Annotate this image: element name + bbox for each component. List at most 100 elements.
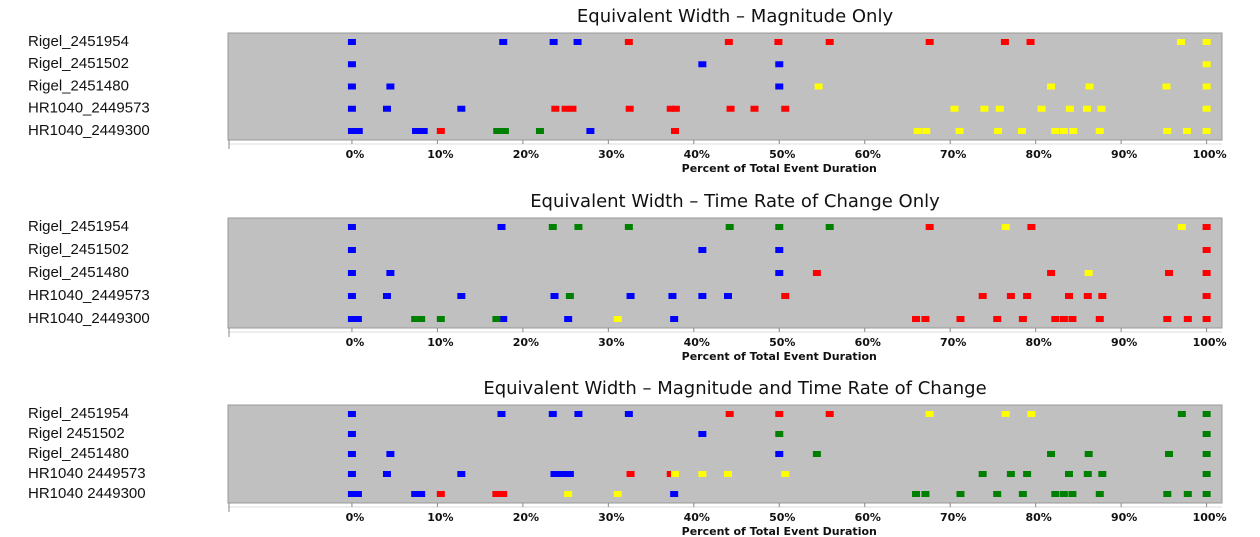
event-marker bbox=[347, 39, 356, 45]
event-marker bbox=[347, 83, 356, 90]
x-tick-label: 0% bbox=[346, 511, 365, 524]
event-marker bbox=[626, 471, 635, 477]
event-marker bbox=[1068, 316, 1077, 322]
x-tick-label: 10% bbox=[427, 511, 453, 524]
event-marker bbox=[978, 471, 987, 477]
x-axis-title: Percent of Total Event Duration bbox=[682, 525, 877, 537]
x-tick-label: 20% bbox=[513, 511, 539, 524]
event-marker bbox=[1047, 83, 1056, 90]
row-label: Rigel 2451502 bbox=[28, 425, 125, 442]
event-marker bbox=[912, 491, 921, 497]
event-marker bbox=[548, 411, 557, 417]
event-marker bbox=[825, 224, 834, 230]
row-label: Rigel_2451502 bbox=[28, 55, 129, 72]
event-marker bbox=[1065, 471, 1074, 477]
x-tick-label: 50% bbox=[769, 511, 795, 524]
event-marker bbox=[558, 471, 567, 477]
event-marker bbox=[457, 105, 466, 112]
x-tick-label: 10% bbox=[427, 148, 453, 161]
event-marker bbox=[492, 316, 501, 322]
event-marker bbox=[1183, 491, 1192, 497]
event-marker bbox=[411, 491, 420, 497]
event-marker bbox=[775, 451, 784, 457]
x-tick-label: 20% bbox=[513, 336, 539, 349]
row-label: HR1040_2449573 bbox=[28, 287, 150, 304]
event-marker bbox=[354, 128, 363, 134]
event-marker bbox=[500, 128, 509, 134]
event-marker bbox=[347, 270, 356, 276]
event-marker bbox=[347, 471, 356, 477]
event-marker bbox=[1001, 224, 1010, 230]
event-marker bbox=[1202, 270, 1211, 276]
row-label: Rigel_2451480 bbox=[28, 77, 129, 94]
event-marker bbox=[548, 224, 557, 230]
x-tick-label: 60% bbox=[855, 148, 881, 161]
x-tick-label: 100% bbox=[1193, 336, 1227, 349]
event-marker bbox=[1084, 270, 1093, 276]
event-marker bbox=[613, 491, 622, 497]
event-marker bbox=[724, 39, 733, 45]
x-tick-label: 0% bbox=[346, 336, 365, 349]
event-marker bbox=[574, 411, 583, 417]
event-marker bbox=[912, 316, 921, 322]
event-marker bbox=[1165, 270, 1174, 276]
row-label: Rigel_2451480 bbox=[28, 445, 129, 462]
event-marker bbox=[1047, 270, 1056, 276]
event-marker bbox=[774, 39, 783, 45]
event-marker bbox=[347, 411, 356, 417]
x-tick-label: 0% bbox=[346, 148, 365, 161]
x-tick-label: 70% bbox=[940, 148, 966, 161]
x-tick-label: 100% bbox=[1193, 148, 1227, 161]
event-marker bbox=[613, 316, 622, 322]
event-marker bbox=[698, 293, 707, 299]
event-marker bbox=[781, 471, 790, 477]
event-marker bbox=[353, 491, 362, 497]
event-marker bbox=[994, 128, 1003, 134]
event-marker bbox=[1165, 451, 1174, 457]
event-marker bbox=[825, 39, 834, 45]
event-marker bbox=[1163, 316, 1172, 322]
event-marker bbox=[564, 491, 573, 497]
event-marker bbox=[1095, 491, 1104, 497]
event-marker bbox=[1202, 293, 1211, 299]
event-marker bbox=[347, 491, 356, 497]
plot-area bbox=[227, 32, 1223, 141]
event-marker bbox=[1202, 431, 1211, 437]
x-tick-label: 60% bbox=[855, 336, 881, 349]
x-tick-label: 80% bbox=[1026, 148, 1052, 161]
chart-title: Equivalent Width – Magnitude and Time Ra… bbox=[483, 378, 986, 399]
event-marker bbox=[668, 293, 677, 299]
event-marker bbox=[670, 316, 679, 322]
event-marker bbox=[1051, 316, 1060, 322]
event-marker bbox=[812, 451, 821, 457]
event-marker bbox=[565, 293, 574, 299]
event-marker bbox=[925, 411, 934, 417]
event-marker bbox=[1059, 316, 1068, 322]
event-marker bbox=[723, 471, 732, 477]
event-marker bbox=[1001, 411, 1010, 417]
event-marker bbox=[1027, 224, 1036, 230]
event-marker bbox=[419, 128, 428, 134]
event-marker bbox=[775, 83, 784, 90]
event-marker bbox=[1162, 83, 1171, 90]
row-label: HR1040 2449573 bbox=[28, 465, 146, 482]
event-marker bbox=[1047, 451, 1056, 457]
event-marker bbox=[1182, 128, 1191, 134]
event-marker bbox=[551, 105, 560, 112]
x-tick-label: 10% bbox=[427, 336, 453, 349]
event-marker bbox=[1163, 491, 1172, 497]
event-marker bbox=[1082, 105, 1091, 112]
event-marker bbox=[1023, 471, 1032, 477]
event-marker bbox=[725, 411, 734, 417]
event-marker bbox=[382, 105, 391, 112]
event-marker bbox=[386, 83, 395, 90]
event-marker bbox=[1000, 39, 1009, 45]
event-marker bbox=[1006, 471, 1015, 477]
event-marker bbox=[666, 471, 675, 477]
x-tick-label: 90% bbox=[1111, 148, 1137, 161]
event-marker bbox=[825, 411, 834, 417]
event-marker bbox=[1065, 105, 1074, 112]
event-marker bbox=[436, 491, 445, 497]
event-marker bbox=[382, 471, 391, 477]
